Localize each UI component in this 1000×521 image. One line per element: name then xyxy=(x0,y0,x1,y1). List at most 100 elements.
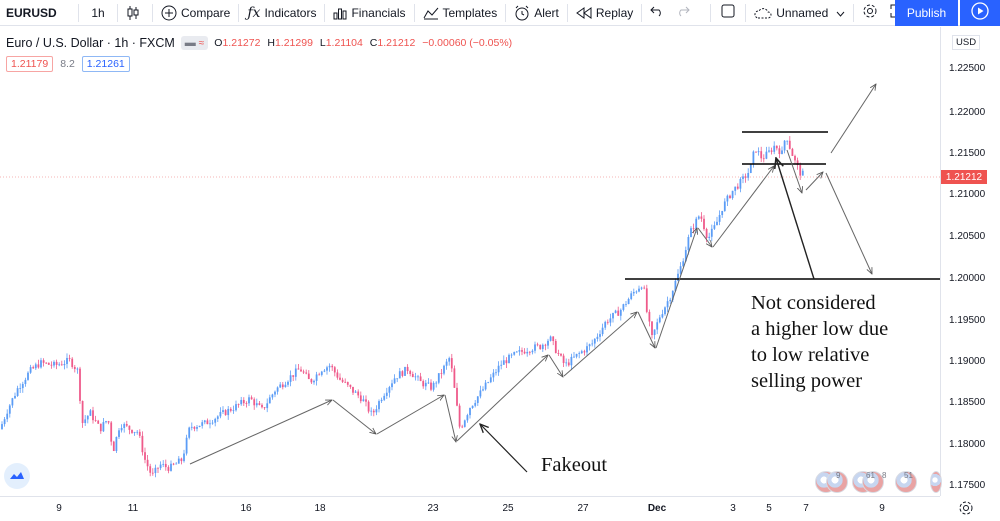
candle-body xyxy=(125,424,128,426)
symbol-title[interactable]: Euro / U.S. Dollar · 1h · FXCM xyxy=(6,36,175,50)
candle-body xyxy=(193,426,196,429)
candle-body xyxy=(718,215,721,222)
event-flag-icon[interactable] xyxy=(895,471,917,493)
candle-body xyxy=(541,344,544,350)
candle-body xyxy=(671,290,674,300)
top-toolbar: EURUSD 1h Compare ƒx Indicators Financia… xyxy=(0,0,1000,26)
candle-body xyxy=(567,362,570,366)
replay-play-button[interactable] xyxy=(960,0,1000,26)
time-tick: 11 xyxy=(127,503,139,514)
candle-body xyxy=(214,418,217,423)
candle-body xyxy=(534,344,536,351)
candle-body xyxy=(500,364,503,366)
candle-body xyxy=(115,436,118,452)
event-flag-icon[interactable] xyxy=(930,471,942,493)
candle-body xyxy=(154,467,157,474)
redo-button[interactable] xyxy=(670,0,696,26)
candle-body xyxy=(253,399,256,406)
time-axis[interactable] xyxy=(0,496,940,521)
buy-price[interactable]: 1.21261 xyxy=(81,56,130,72)
event-count: 8 xyxy=(882,471,887,480)
candle-body xyxy=(242,399,245,404)
candle-body xyxy=(505,360,508,364)
candle-body xyxy=(354,391,357,393)
candle-body xyxy=(120,427,123,431)
candle-body xyxy=(380,399,383,402)
market-status-pill[interactable]: ▬ ≈ xyxy=(180,36,209,50)
tradingview-logo[interactable] xyxy=(4,463,30,489)
candle-body xyxy=(731,190,734,199)
event-flag-icon[interactable] xyxy=(862,471,884,493)
candle-body xyxy=(450,358,453,369)
candle-body xyxy=(666,301,669,308)
undo-icon xyxy=(650,5,664,20)
candle-body xyxy=(349,384,352,387)
candle-body xyxy=(773,145,776,152)
candle-body xyxy=(755,151,757,153)
candle-body xyxy=(6,413,9,420)
candle-body xyxy=(289,375,292,382)
candle-body xyxy=(721,210,724,216)
symbol-search[interactable]: EURUSD xyxy=(6,5,57,20)
candles-group xyxy=(1,136,804,478)
candle-body xyxy=(53,361,55,366)
annotation-line: selling power xyxy=(751,370,863,392)
layout-name-dropdown[interactable]: Unnamed xyxy=(748,0,851,26)
chart-type-button[interactable] xyxy=(120,0,150,26)
sell-price[interactable]: 1.21179 xyxy=(6,56,54,72)
axis-settings-button[interactable] xyxy=(958,500,974,521)
candle-body xyxy=(630,293,633,299)
candle-body xyxy=(183,453,185,462)
candle-body xyxy=(102,422,105,432)
candle-body xyxy=(645,288,648,312)
candle-body xyxy=(479,390,482,397)
candle-body xyxy=(97,420,100,424)
indicators-button[interactable]: ƒx Indicators xyxy=(241,0,322,26)
candle-body xyxy=(502,360,505,365)
candle-body xyxy=(783,140,786,151)
candle-body xyxy=(255,403,258,406)
interval-button[interactable]: 1h xyxy=(91,5,105,20)
candle-body xyxy=(518,350,521,352)
compare-button[interactable]: Compare xyxy=(155,0,236,26)
financials-button[interactable]: Financials xyxy=(327,0,411,26)
candle-body xyxy=(734,186,737,191)
financials-label: Financials xyxy=(351,5,406,20)
candle-body xyxy=(346,382,349,385)
candle-body xyxy=(248,397,250,404)
candle-body xyxy=(747,172,750,178)
candle-body xyxy=(617,310,620,316)
candle-body xyxy=(573,356,575,358)
candle-body xyxy=(521,350,523,352)
candle-body xyxy=(157,467,159,469)
candle-body xyxy=(58,364,61,366)
trend-arrow xyxy=(637,311,656,348)
candle-body xyxy=(81,400,84,424)
candle-body xyxy=(432,382,435,390)
bid-ask-row: 1.21179 8.2 1.21261 xyxy=(6,56,130,72)
candle-body xyxy=(320,371,323,375)
fullscreen-layout-button[interactable] xyxy=(713,0,743,26)
currency-label[interactable]: USD xyxy=(952,35,981,50)
replay-button[interactable]: Replay xyxy=(570,0,639,26)
alert-label: Alert xyxy=(534,5,559,20)
alert-button[interactable]: Alert xyxy=(508,0,565,26)
candle-body xyxy=(21,383,24,389)
event-flag-icon[interactable] xyxy=(826,471,848,493)
price-chart[interactable] xyxy=(0,27,940,496)
candle-body xyxy=(222,410,224,413)
candle-body xyxy=(716,221,718,226)
price-axis[interactable] xyxy=(940,27,1000,496)
price-tick: 1.18500 xyxy=(949,397,986,408)
candle-body xyxy=(448,358,451,362)
candle-body xyxy=(593,338,596,344)
candle-body xyxy=(339,377,341,380)
candle-body xyxy=(99,423,102,432)
cloud-logo-icon xyxy=(9,467,25,485)
candle-body xyxy=(11,398,14,406)
templates-button[interactable]: Templates xyxy=(417,0,504,26)
candle-body xyxy=(453,368,456,388)
settings-button[interactable] xyxy=(856,0,884,26)
undo-button[interactable] xyxy=(644,0,670,26)
publish-button[interactable]: Publish xyxy=(895,0,958,26)
